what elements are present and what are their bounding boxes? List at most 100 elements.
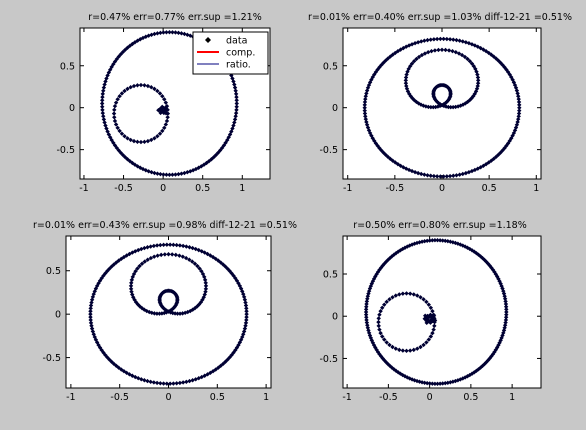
data-point (176, 171, 181, 177)
data-point (177, 253, 182, 258)
data-point (363, 312, 369, 317)
data-point (502, 65, 507, 70)
data-point (364, 122, 370, 128)
data-point (161, 305, 166, 311)
data-point (155, 171, 160, 176)
data-point (184, 244, 189, 249)
data-point (424, 380, 430, 386)
data-point (504, 309, 509, 315)
x-tick-label: -0.5 (379, 392, 398, 403)
data-point (421, 342, 426, 348)
data-point (88, 314, 93, 320)
data-point (437, 103, 443, 109)
data-point (422, 51, 428, 56)
data-point (100, 98, 105, 103)
data-point (138, 139, 144, 145)
data-point (101, 117, 107, 122)
data-point (96, 281, 101, 286)
data-point (101, 88, 106, 93)
data-point (88, 311, 93, 317)
data-point (125, 86, 130, 92)
data-point (234, 98, 239, 103)
data-point (244, 314, 249, 320)
data-point (503, 304, 509, 309)
data-point (157, 91, 163, 96)
data-point (180, 380, 186, 385)
data-point (429, 48, 434, 54)
x-tick-label: 1 (263, 392, 269, 403)
data-point (362, 111, 368, 116)
data-point (100, 107, 105, 113)
x-tick-label: -0.5 (114, 183, 133, 194)
data-point (119, 91, 125, 96)
data-point (182, 31, 187, 37)
data-point (156, 108, 161, 113)
data-point (380, 334, 385, 339)
data-point (180, 311, 185, 316)
data-point (173, 172, 178, 177)
data-point (232, 85, 238, 90)
data-point (152, 31, 157, 37)
data-point (418, 344, 423, 350)
data-point (128, 85, 133, 90)
data-point (409, 61, 415, 66)
data-point (363, 307, 369, 312)
subplot-1-marks (99, 29, 239, 178)
data-point (516, 99, 522, 105)
data-point (364, 315, 369, 320)
data-point (406, 43, 412, 48)
data-point (406, 167, 412, 173)
data-point (503, 315, 509, 320)
x-tick-label: 1 (239, 183, 245, 194)
data-point (115, 97, 120, 102)
data-point (119, 256, 124, 262)
data-point (230, 126, 235, 131)
data-point (131, 138, 137, 144)
data-point (238, 286, 244, 291)
data-point (152, 86, 157, 92)
data-point (451, 173, 456, 178)
data-point (503, 317, 509, 323)
data-point (448, 105, 453, 110)
data-point (89, 297, 95, 302)
y-tick-label: 0 (332, 103, 338, 114)
data-point (400, 348, 406, 353)
data-point (415, 346, 420, 351)
data-point (403, 81, 409, 86)
data-point (193, 166, 199, 172)
data-point (128, 137, 133, 143)
data-point (197, 266, 202, 271)
data-point (504, 307, 509, 312)
data-point (443, 47, 448, 53)
x-tick-label: -0.5 (110, 392, 129, 403)
data-point (169, 252, 175, 257)
data-point (419, 39, 424, 44)
data-point (438, 174, 443, 179)
data-point (119, 131, 125, 136)
data-point (161, 30, 166, 35)
data-point (135, 83, 140, 88)
y-tick-label: -0.5 (42, 353, 61, 364)
data-point (203, 283, 209, 289)
data-point (455, 104, 461, 109)
data-point (363, 114, 368, 119)
data-point (142, 259, 147, 264)
data-point (242, 326, 248, 331)
data-point (90, 294, 96, 300)
data-point (137, 263, 142, 269)
data-point (244, 309, 249, 314)
data-point (441, 174, 446, 179)
data-point (180, 243, 186, 249)
data-point (378, 330, 383, 336)
data-point (112, 118, 118, 124)
data-point (453, 50, 459, 55)
data-point (167, 29, 172, 35)
data-point (238, 337, 244, 342)
data-point (190, 259, 195, 264)
data-point (142, 139, 147, 145)
y-tick-label: -0.5 (56, 145, 75, 156)
data-point (163, 108, 168, 114)
data-point (102, 82, 107, 87)
data-point (430, 330, 435, 336)
data-point (463, 40, 469, 45)
